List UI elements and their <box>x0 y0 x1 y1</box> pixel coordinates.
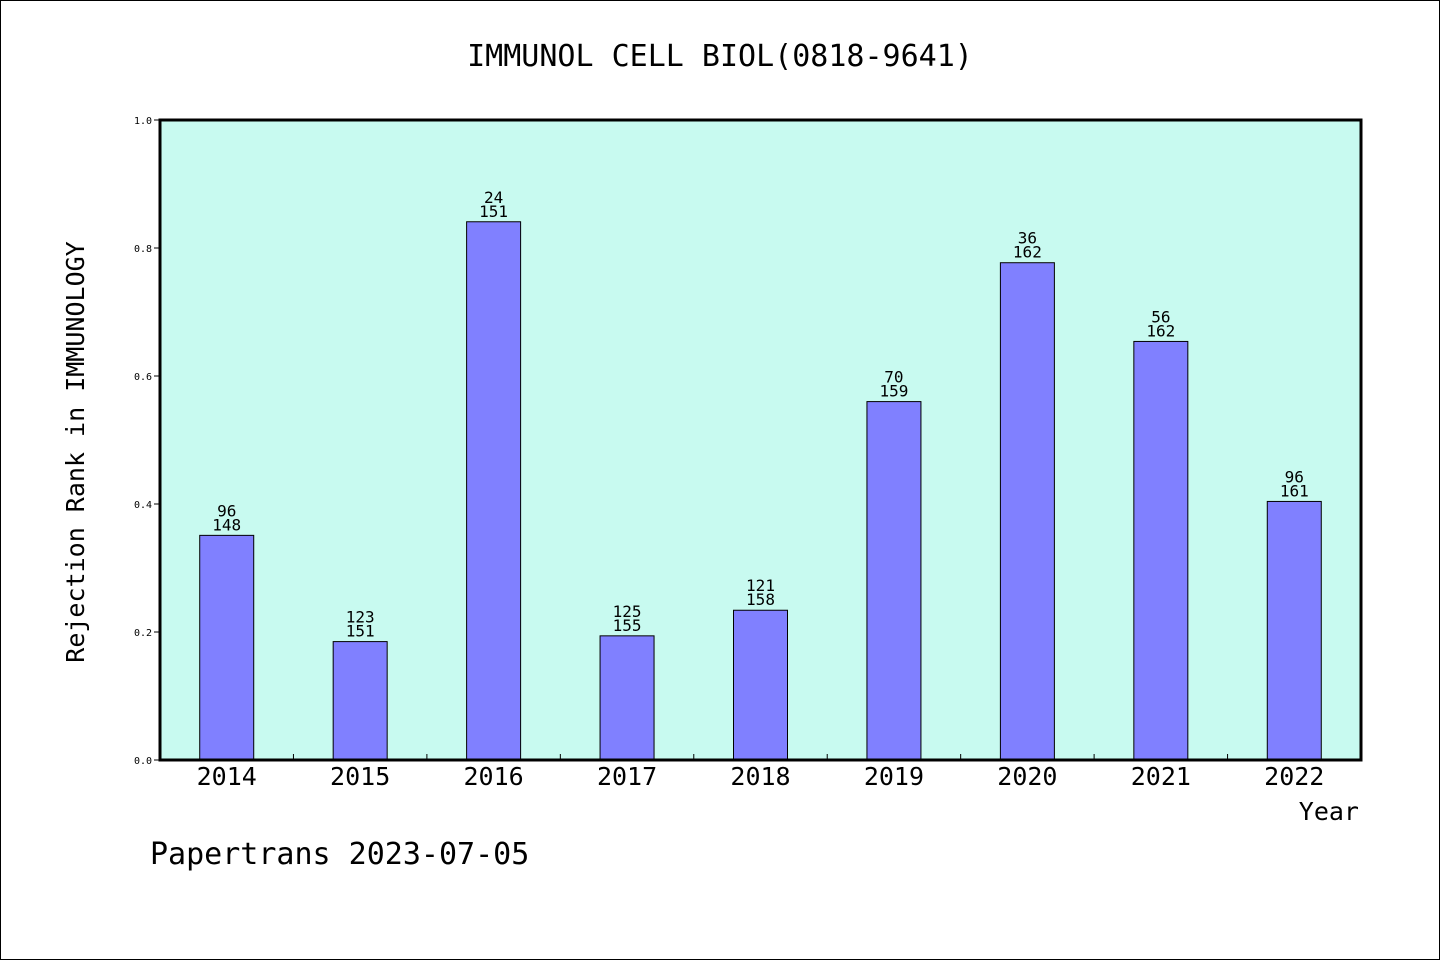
bar-label-top: 121 <box>746 576 775 595</box>
y-tick-label: 0.0 <box>134 756 152 767</box>
x-tick-label: 2020 <box>997 762 1057 791</box>
bar-2016 <box>466 221 522 761</box>
y-tick-label: 0.8 <box>134 244 152 255</box>
bar-label-bottom: 162 <box>1146 321 1175 340</box>
bar-2018 <box>733 609 788 761</box>
chart-title: IMMUNOL CELL BIOL(0818-9641) <box>467 39 973 74</box>
bar-2017 <box>599 635 655 761</box>
bars: 9614812315124151125155121158701593616256… <box>199 188 1322 761</box>
y-tick-label: 1.0 <box>134 116 152 127</box>
bar-label-bottom: 158 <box>746 590 775 609</box>
y-tick-label: 0.2 <box>134 628 152 639</box>
x-tick-label: 2016 <box>464 762 524 791</box>
x-tick-label: 2014 <box>197 762 257 791</box>
bar-label-top: 123 <box>346 608 375 627</box>
x-axis: 2014 2015 2016 2017 2018 2019 2020 2021 2022 <box>197 754 1324 791</box>
bar-label-bottom: 151 <box>479 202 508 221</box>
bar-label-top: 70 <box>884 368 903 387</box>
bar-label-top: 96 <box>217 501 236 520</box>
bar-label-top: 24 <box>484 188 503 207</box>
y-tick-label: 0.6 <box>134 372 152 383</box>
bar-2020 <box>999 262 1055 761</box>
bar-label-bottom: 159 <box>879 382 908 401</box>
y-tick-label: 0.4 <box>134 500 152 511</box>
x-axis-label: Year <box>1299 797 1359 826</box>
x-tick-label: 2022 <box>1264 762 1324 791</box>
bar-label-top: 125 <box>613 602 642 621</box>
bar-2015 <box>332 641 388 761</box>
x-tick-label: 2019 <box>864 762 924 791</box>
bar-label-bottom: 148 <box>212 515 241 534</box>
bar-label-bottom: 162 <box>1013 243 1042 262</box>
bar-label-top: 36 <box>1018 229 1037 248</box>
bar-2014 <box>199 534 255 761</box>
bar-label-top: 96 <box>1285 467 1304 486</box>
plot-border <box>158 118 1363 762</box>
x-tick-label: 2017 <box>597 762 657 791</box>
bar-2021 <box>1133 340 1189 761</box>
x-tick-label: 2015 <box>330 762 390 791</box>
bar-2022 <box>1266 500 1322 761</box>
y-axis: 0.0 0.2 0.4 0.6 0.8 1.0 <box>134 116 160 767</box>
bar-label-top: 56 <box>1151 307 1170 326</box>
footer-text: Papertrans 2023-07-05 <box>150 837 529 872</box>
x-tick-label: 2021 <box>1131 762 1191 791</box>
bar-label-bottom: 155 <box>613 616 642 635</box>
x-tick-label: 2018 <box>730 762 790 791</box>
bar-2019 <box>866 401 922 761</box>
bar-label-bottom: 151 <box>346 622 375 641</box>
bar-label-bottom: 161 <box>1280 481 1309 500</box>
y-axis-label: Rejection Rank in IMMUNOLOGY <box>61 241 90 662</box>
